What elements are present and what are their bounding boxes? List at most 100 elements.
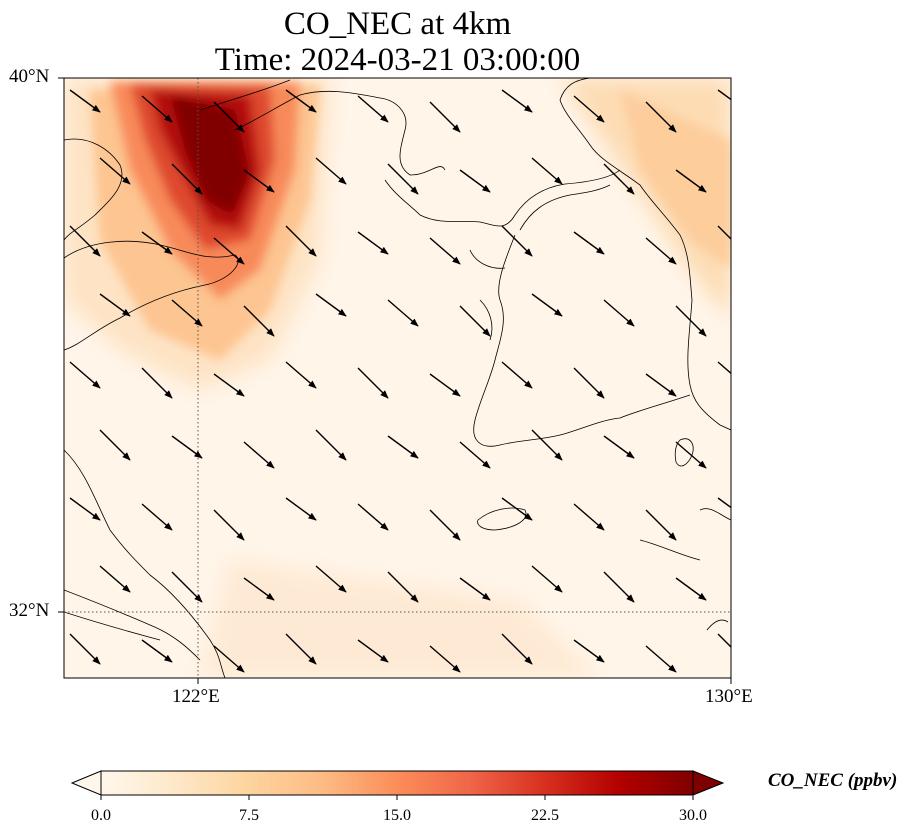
wind-arrow	[285, 89, 317, 113]
wind-arrow	[387, 163, 419, 195]
concentration-field	[64, 78, 731, 678]
wind-arrow	[717, 497, 731, 509]
wind-arrow	[603, 435, 635, 459]
wind-arrow	[285, 225, 317, 257]
wind-arrow	[69, 361, 101, 389]
wind-arrow	[459, 169, 491, 193]
wind-arrow	[171, 571, 203, 603]
wind-arrow	[645, 373, 677, 397]
wind-arrow	[243, 577, 275, 601]
wind-arrow	[69, 89, 101, 113]
wind-arrow	[387, 435, 419, 459]
wind-arrow	[141, 231, 173, 255]
wind-arrow	[573, 367, 605, 399]
wind-arrow	[459, 441, 491, 469]
wind-arrow	[531, 293, 563, 317]
colorbar-tick-0: 0.0	[91, 807, 111, 824]
wind-arrow	[717, 361, 731, 375]
wind-arrow	[357, 639, 389, 663]
wind-arrow	[99, 293, 131, 317]
colorbar	[70, 770, 725, 800]
colorbar-tick-3: 22.5	[531, 807, 559, 824]
wind-arrow	[501, 497, 533, 521]
wind-arrow	[675, 305, 707, 337]
wind-arrow	[459, 577, 491, 601]
gridlines	[64, 78, 731, 678]
wind-arrow	[315, 293, 347, 317]
wind-arrow	[357, 95, 389, 123]
wind-arrow	[171, 435, 203, 459]
wind-arrow	[357, 367, 389, 399]
wind-arrow	[459, 305, 491, 337]
wind-arrow	[99, 429, 131, 461]
colorbar-label: CO_NEC (ppbv)	[768, 770, 898, 791]
wind-arrow	[171, 163, 203, 195]
map-title-line2: Time: 2024-03-21 03:00:00	[214, 42, 581, 78]
map-title-line1: CO_NEC at 4km	[283, 6, 512, 42]
wind-arrow	[429, 237, 461, 265]
wind-arrow	[573, 95, 605, 123]
wind-arrow	[645, 237, 677, 265]
wind-arrow	[315, 565, 347, 593]
wind-arrow	[243, 441, 275, 469]
wind-arrow	[429, 373, 461, 397]
wind-arrow	[717, 633, 731, 648]
wind-vectors	[69, 89, 731, 673]
wind-arrow	[213, 645, 245, 673]
wind-arrow	[675, 169, 707, 193]
wind-arrow	[603, 299, 635, 327]
wind-arrow	[675, 577, 707, 601]
wind-arrow	[357, 231, 389, 255]
wind-arrow	[99, 157, 131, 185]
lon-tick-122e: 122°E	[172, 686, 220, 707]
wind-arrow	[531, 429, 563, 461]
wind-arrow	[603, 571, 635, 603]
wind-arrow	[531, 565, 563, 593]
wind-arrow	[141, 367, 173, 399]
wind-arrow	[429, 101, 461, 133]
wind-arrow	[387, 571, 419, 603]
wind-arrow	[357, 503, 389, 531]
wind-arrow	[171, 299, 203, 327]
wind-arrow	[645, 645, 677, 673]
colorbar-tick-2: 15.0	[383, 807, 411, 824]
wind-arrow	[717, 89, 731, 101]
wind-arrow	[531, 157, 563, 185]
map-frame	[63, 77, 732, 679]
wind-arrow	[573, 639, 605, 663]
wind-arrow	[141, 503, 173, 531]
wind-arrow	[603, 163, 635, 195]
wind-arrow	[501, 225, 533, 257]
wind-arrow	[213, 101, 245, 133]
coastlines	[64, 78, 731, 678]
wind-arrow	[501, 633, 533, 665]
wind-arrow	[315, 429, 347, 461]
wind-arrow	[285, 633, 317, 665]
wind-arrow	[285, 497, 317, 521]
wind-arrow	[141, 95, 173, 123]
wind-arrow	[285, 361, 317, 389]
wind-arrow	[69, 633, 101, 665]
colorbar-tick-4: 30.0	[679, 807, 707, 824]
wind-arrow	[573, 231, 605, 255]
wind-arrow	[141, 639, 173, 663]
wind-arrow	[645, 509, 677, 541]
wind-arrow	[99, 565, 131, 593]
wind-arrow	[501, 361, 533, 389]
wind-arrow	[315, 157, 347, 185]
wind-arrow	[213, 509, 245, 541]
lat-tick-32n: 32°N	[9, 600, 50, 621]
wind-arrow	[501, 89, 533, 113]
wind-arrow	[675, 441, 707, 469]
wind-arrow	[213, 373, 245, 397]
wind-arrow	[573, 503, 605, 531]
wind-arrow	[429, 645, 461, 673]
wind-arrow	[69, 225, 101, 257]
wind-arrow	[213, 237, 245, 265]
lat-tick-40n: 40°N	[9, 66, 50, 87]
wind-arrow	[429, 509, 461, 541]
lon-tick-130e: 130°E	[705, 686, 753, 707]
wind-arrow	[645, 101, 677, 133]
colorbar-tick-1: 7.5	[239, 807, 259, 824]
